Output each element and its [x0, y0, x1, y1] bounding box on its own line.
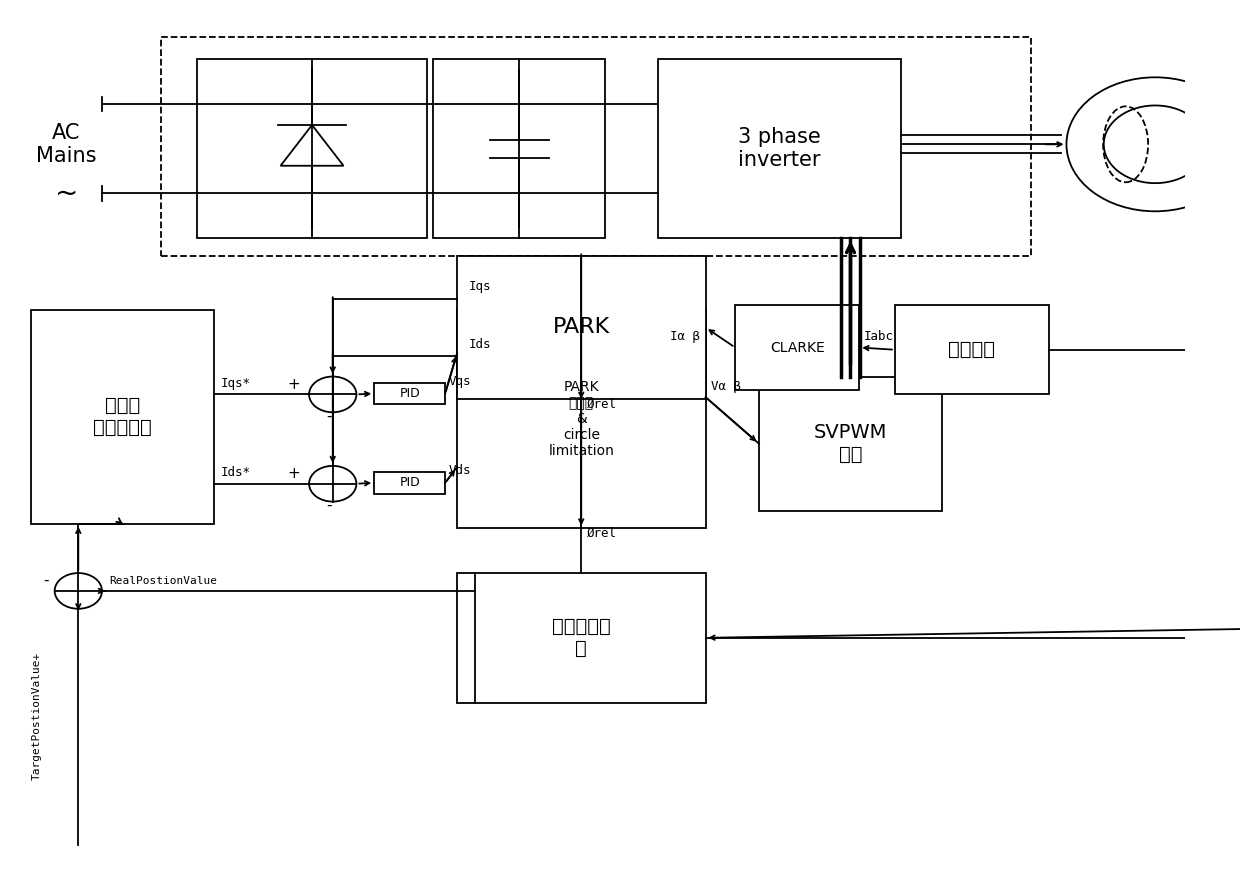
FancyBboxPatch shape [374, 383, 445, 404]
FancyBboxPatch shape [433, 59, 605, 238]
Text: Ids: Ids [469, 338, 491, 350]
Text: RealPostionValue: RealPostionValue [109, 575, 217, 586]
Text: 3 phase
inverter: 3 phase inverter [738, 127, 821, 170]
Text: ~: ~ [55, 179, 78, 208]
Text: PID: PID [399, 387, 420, 400]
Text: 绝对位置捕
捉: 绝对位置捕 捉 [552, 617, 610, 659]
Text: Iabc: Iabc [864, 330, 894, 343]
Text: CLARKE: CLARKE [770, 340, 825, 355]
FancyBboxPatch shape [759, 376, 942, 511]
Text: PARK: PARK [553, 317, 610, 338]
Text: -: - [43, 573, 48, 588]
Text: -: - [326, 498, 332, 513]
Text: Vds: Vds [449, 464, 471, 478]
FancyBboxPatch shape [458, 256, 706, 399]
FancyBboxPatch shape [197, 59, 428, 238]
Text: AC
Mains: AC Mains [36, 123, 97, 166]
Text: Iqs: Iqs [469, 280, 491, 294]
Text: Iα β: Iα β [670, 330, 701, 343]
Text: 电流读取: 电流读取 [949, 340, 996, 359]
Text: +: + [288, 376, 300, 392]
FancyBboxPatch shape [658, 59, 900, 238]
FancyBboxPatch shape [458, 309, 706, 529]
FancyBboxPatch shape [895, 305, 1049, 394]
Text: PID: PID [399, 477, 420, 489]
Text: PARK
反变换
&
circle
limitation: PARK 反变换 & circle limitation [548, 380, 614, 459]
Text: SVPWM
计算: SVPWM 计算 [813, 423, 887, 464]
Text: Vqs: Vqs [449, 375, 471, 388]
FancyBboxPatch shape [735, 305, 859, 390]
FancyBboxPatch shape [31, 309, 215, 524]
FancyBboxPatch shape [458, 573, 706, 702]
FancyBboxPatch shape [374, 472, 445, 494]
Text: TargetPostionValue+: TargetPostionValue+ [32, 652, 42, 780]
Text: +: + [288, 466, 300, 481]
Text: Ørel: Ørel [588, 527, 618, 540]
Text: Iqs*: Iqs* [221, 377, 250, 390]
Text: 转矩及
磁链控制器: 转矩及 磁链控制器 [93, 396, 153, 437]
Text: -: - [326, 409, 332, 424]
Text: Ørel: Ørel [588, 398, 618, 410]
Text: Ids*: Ids* [221, 466, 250, 479]
Text: Vα β: Vα β [712, 380, 742, 392]
